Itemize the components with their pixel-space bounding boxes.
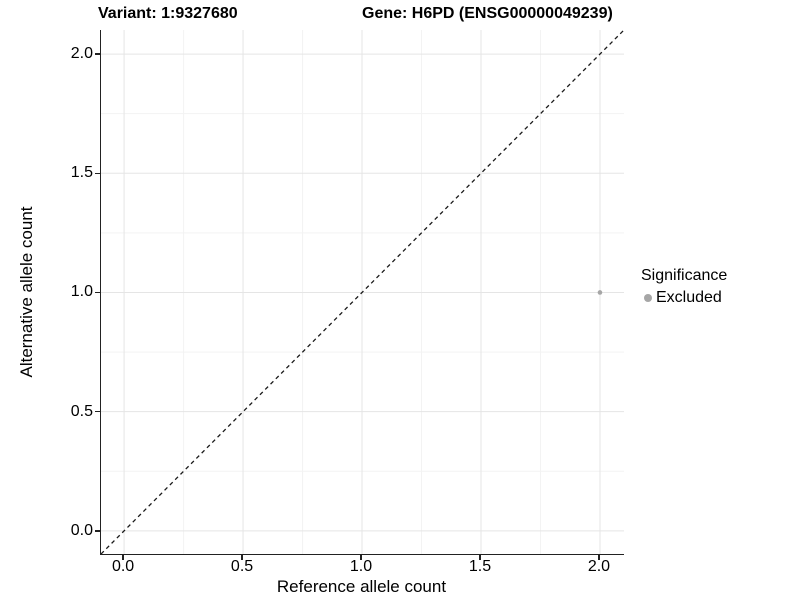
x-tick-mark [122, 555, 124, 560]
y-tick-mark [95, 410, 100, 413]
y-tick-label: 1.5 [70, 164, 93, 182]
x-tick-label: 1.0 [349, 558, 373, 575]
x-tick-label: 0.0 [111, 558, 135, 575]
x-tick-mark [598, 555, 600, 560]
plot-panel [100, 30, 624, 555]
x-tick-label: 1.5 [468, 558, 492, 575]
legend-title: Significance [641, 267, 728, 284]
y-axis-title: Alternative allele count [17, 206, 36, 378]
y-tick-mark [95, 530, 100, 532]
data-point [597, 290, 603, 295]
x-tick-label: 2.0 [587, 558, 611, 575]
y-tick-label: 0.0 [70, 521, 93, 539]
y-tick-label: 1.0 [70, 283, 93, 301]
legend-entry-excluded: Excluded [641, 288, 727, 308]
y-tick-label: 2.0 [70, 45, 93, 63]
legend-point-icon [644, 294, 652, 302]
x-tick-mark [241, 555, 243, 560]
plot-title-gene: Gene: H6PD (ENSG00000049239) [362, 5, 613, 22]
y-tick-mark [95, 172, 100, 175]
plot-title-variant: Variant: 1:9327680 [98, 5, 238, 22]
y-tick-label: 0.5 [70, 402, 93, 420]
y-tick-mark [95, 53, 100, 55]
x-axis-title: Reference allele count [276, 577, 447, 596]
x-tick-mark [479, 555, 481, 560]
identity-line [101, 30, 624, 554]
y-tick-mark [95, 291, 100, 294]
plot-canvas [101, 30, 624, 554]
legend: Significance Excluded [641, 266, 727, 308]
legend-entry-label: Excluded [656, 289, 722, 306]
x-tick-label: 0.5 [230, 558, 254, 575]
x-tick-mark [360, 555, 362, 560]
